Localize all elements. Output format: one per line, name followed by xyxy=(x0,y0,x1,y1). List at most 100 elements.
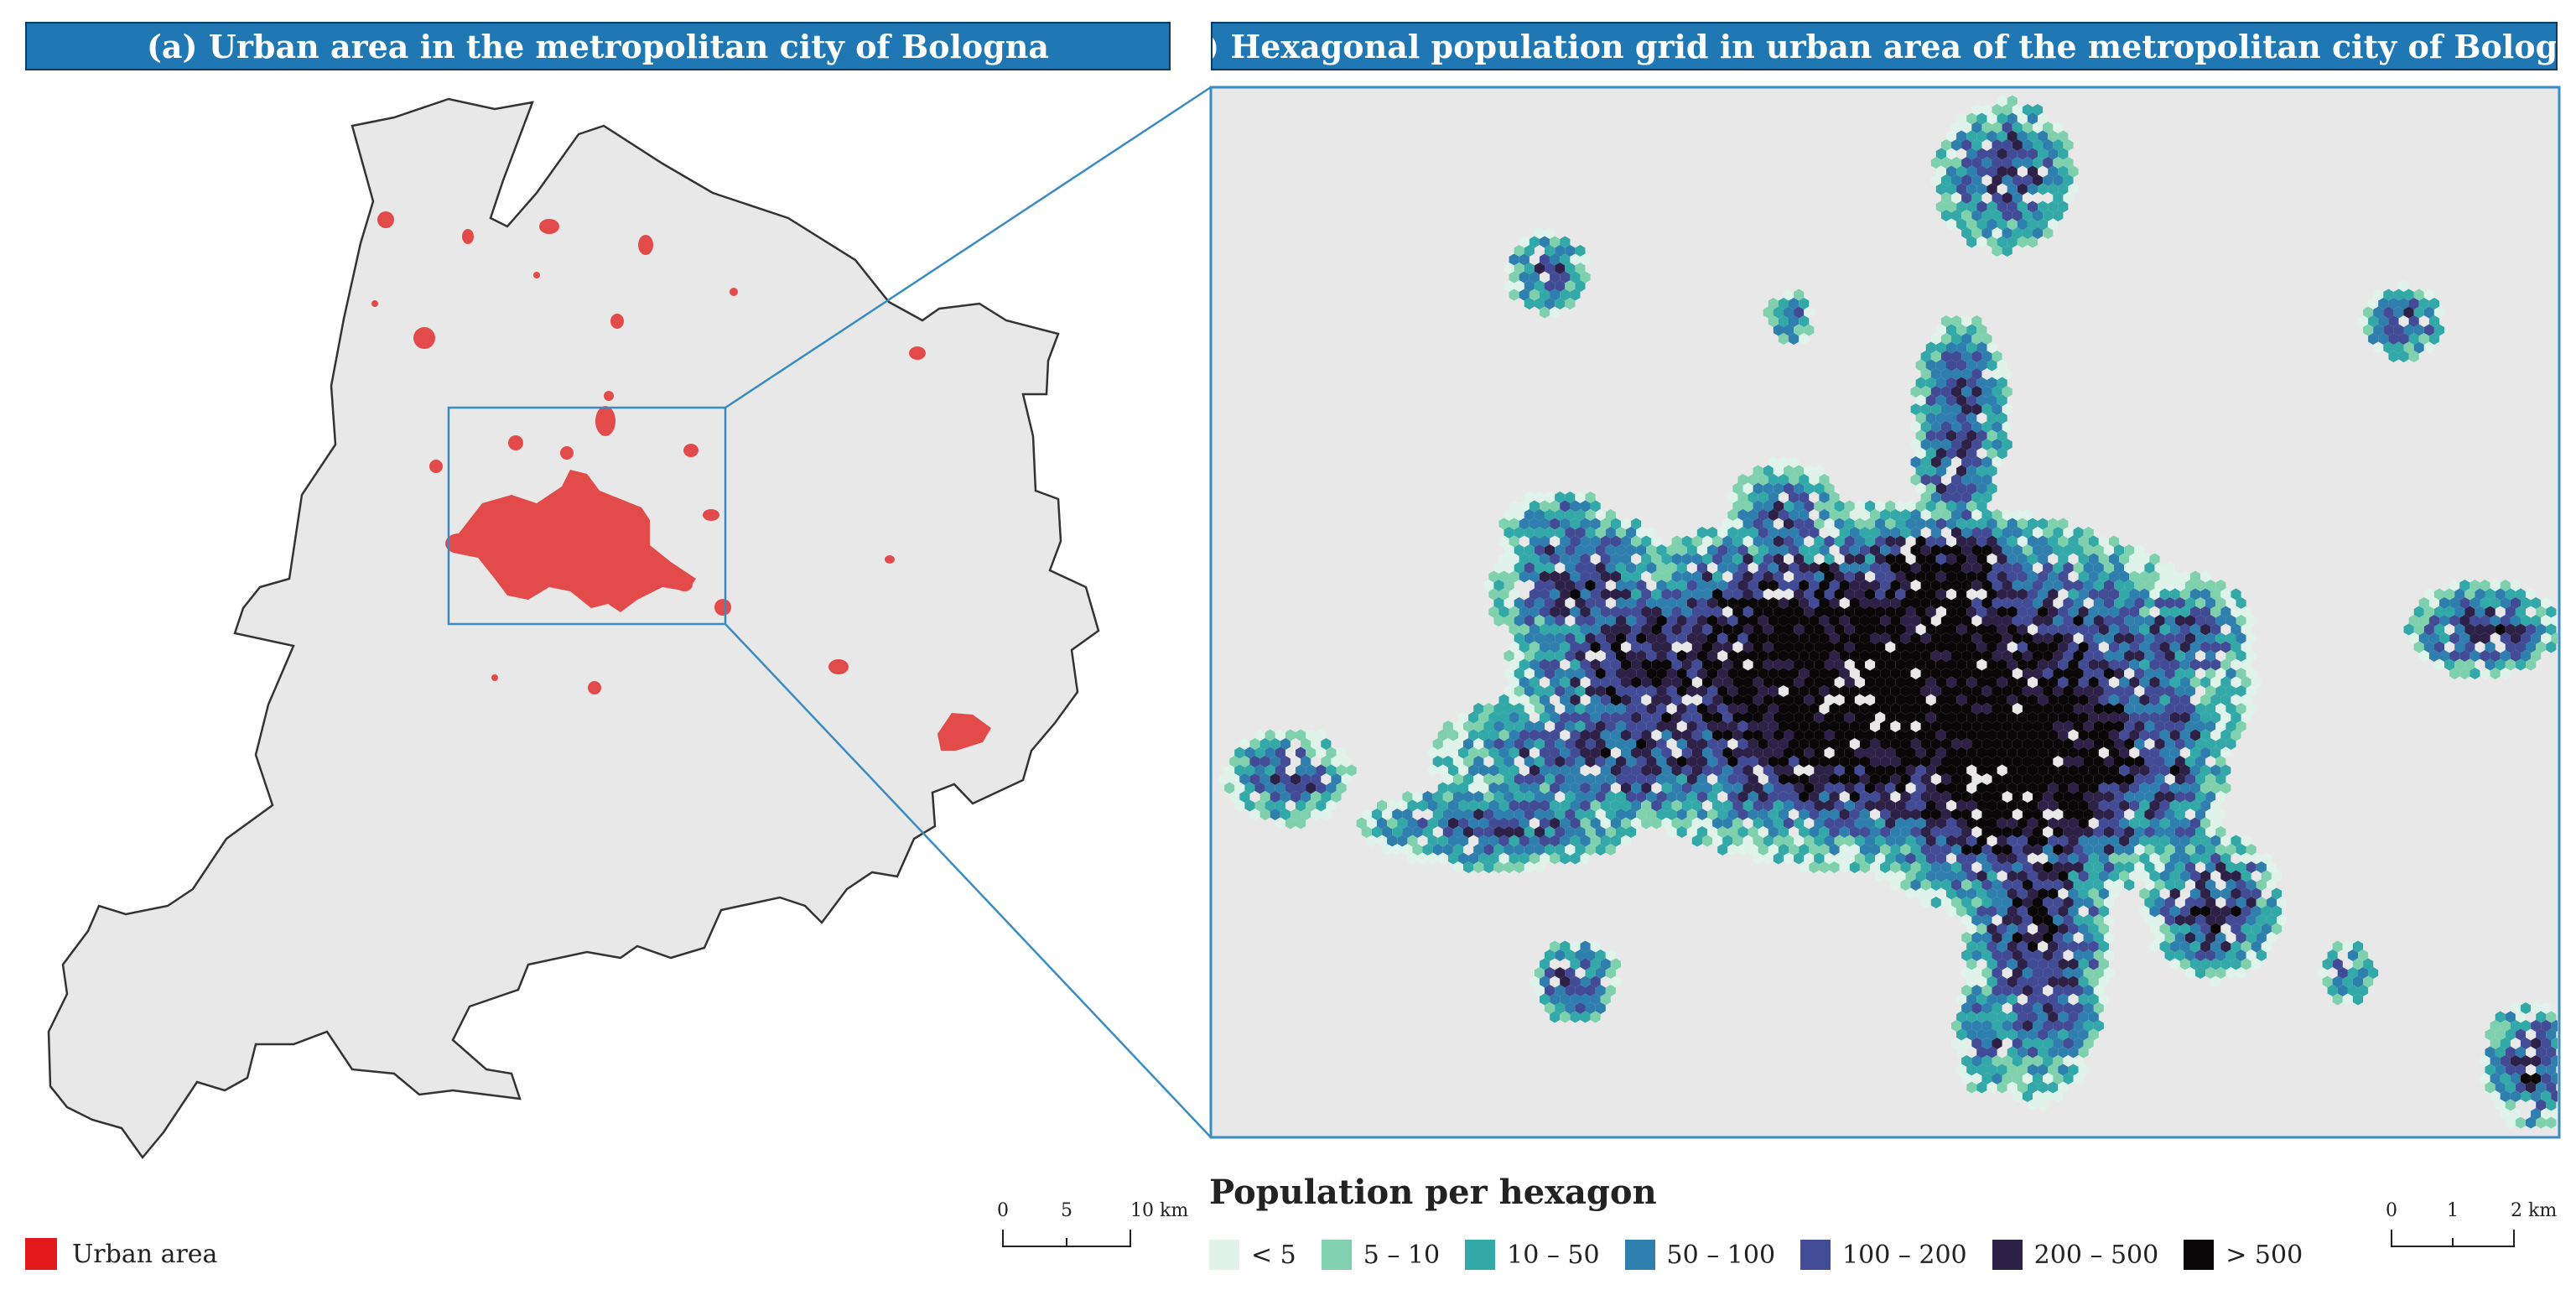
hexagon-cell xyxy=(1920,580,1931,591)
hexagon-cell xyxy=(2068,623,2079,636)
hexagon-cell xyxy=(1768,544,1779,556)
hexagon-cell xyxy=(2043,1002,2054,1014)
hexagon-cell xyxy=(2027,835,2038,847)
hexagon-cell xyxy=(1799,562,1810,574)
hexagon-cell xyxy=(2038,112,2049,125)
hexagon-cell xyxy=(1595,949,1606,961)
hexagon-cell xyxy=(1555,738,1566,750)
hexagon-cell xyxy=(1799,509,1810,521)
hexagon-cell xyxy=(2480,1055,2490,1067)
hexagon-cell xyxy=(2189,905,2201,918)
hexagon-cell xyxy=(1686,597,1697,609)
hexagon-cell xyxy=(1915,482,1926,495)
hexagon-cell xyxy=(1656,580,1667,591)
hexagon-cell xyxy=(1935,711,1946,724)
hexagon-cell xyxy=(1534,826,1545,838)
hexagon-cell xyxy=(1702,606,1713,618)
hexagon-cell xyxy=(1727,703,1738,715)
hexagon-cell xyxy=(1580,729,1591,741)
hexagon-cell xyxy=(1935,377,1946,389)
hexagon-cell xyxy=(1804,518,1815,530)
hexagon-cell xyxy=(1605,685,1616,697)
hexagon-cell xyxy=(1732,658,1743,671)
hexagon-cell xyxy=(1880,809,1891,820)
hexagon-cell xyxy=(1849,615,1860,627)
hexagon-cell xyxy=(1585,509,1596,521)
hexagon-cell xyxy=(2114,650,2125,662)
hexagon-cell xyxy=(1814,817,1825,830)
hexagon-cell xyxy=(1493,720,1504,732)
hexagon-cell xyxy=(1981,1038,1992,1049)
hexagon-cell xyxy=(2124,580,2135,591)
hexagon-cell xyxy=(2053,1002,2064,1014)
hexagon-cell xyxy=(1442,809,1453,820)
hexagon-cell xyxy=(1997,1011,2007,1023)
hexagon-cell xyxy=(2521,1002,2532,1014)
hexagon-cell xyxy=(2449,580,2460,591)
hexagon-cell xyxy=(1930,439,1941,450)
hexagon-cell xyxy=(2103,773,2114,785)
hexagon-cell xyxy=(2083,738,2094,750)
hexagon-cell xyxy=(1748,615,1758,627)
hexagon-cell xyxy=(1778,809,1789,820)
hexagon-cell xyxy=(2048,676,2059,689)
hexagon-cell xyxy=(1966,218,1977,231)
hexagon-cell xyxy=(1407,835,1418,847)
hexagon-cell xyxy=(1651,799,1662,812)
hexagon-cell xyxy=(1595,597,1606,609)
hexagon-cell xyxy=(1575,509,1586,521)
hexagon-cell xyxy=(1992,791,2002,803)
hexagon-cell xyxy=(1829,580,1840,591)
hexagon-cell xyxy=(2093,809,2104,820)
hexagon-cell xyxy=(2083,844,2094,856)
hexagon-cell xyxy=(2428,298,2439,309)
hexagon-cell xyxy=(2205,914,2216,926)
hexagon-cell xyxy=(2058,606,2069,618)
hexagon-cell xyxy=(2363,306,2374,319)
hexagon-cell xyxy=(1784,324,1794,336)
hexagon-cell xyxy=(2495,588,2506,601)
hexagon-cell xyxy=(2038,130,2049,143)
hexagon-cell xyxy=(2174,809,2185,820)
hexagon-cell xyxy=(1854,817,1865,830)
hexagon-cell xyxy=(1610,606,1621,618)
hexagon-cell xyxy=(1575,703,1586,715)
hexagon-cell xyxy=(2038,887,2049,900)
hexagon-cell xyxy=(1275,729,1285,741)
hexagon-cell xyxy=(2007,764,2018,777)
hexagon-cell xyxy=(1555,985,1566,996)
hexagon-cell xyxy=(1737,791,1748,803)
hexagon-cell xyxy=(1865,746,1876,759)
hexagon-cell xyxy=(1865,606,1876,618)
hexagon-cell xyxy=(1789,650,1800,662)
hexagon-cell xyxy=(2184,650,2195,662)
hexagon-cell xyxy=(1696,685,1707,697)
hexagon-cell xyxy=(1880,756,1891,767)
hexagon-cell xyxy=(1641,676,1652,689)
hexagon-cell xyxy=(2063,791,2074,803)
hexagon-cell xyxy=(1956,553,1967,565)
hexagon-cell xyxy=(1590,623,1601,636)
hexagon-cell xyxy=(1570,1011,1581,1023)
hexagon-cell xyxy=(1636,580,1647,591)
hexagon-cell xyxy=(1565,527,1576,538)
hexagon-cell xyxy=(1545,738,1555,750)
hexagon-cell xyxy=(1575,720,1586,732)
hexagon-cell xyxy=(2444,658,2455,671)
hexagon-cell xyxy=(1702,711,1713,724)
hexagon-cell xyxy=(1570,940,1581,953)
hexagon-cell xyxy=(2048,183,2059,195)
hexagon-cell xyxy=(1890,685,1901,697)
hexagon-cell xyxy=(1920,879,1931,891)
hexagon-cell xyxy=(1971,949,1982,961)
hexagon-cell xyxy=(2139,553,2150,565)
hexagon-cell xyxy=(1966,923,1977,935)
hexagon-cell xyxy=(2053,580,2064,591)
hexagon-cell xyxy=(1742,535,1753,548)
hexagon-cell xyxy=(1971,1002,1982,1014)
hexagon-cell xyxy=(1605,985,1616,996)
hexagon-cell xyxy=(2043,756,2054,767)
hexagon-cell xyxy=(2012,227,2023,239)
hexagon-cell xyxy=(2078,694,2089,706)
hexagon-cell xyxy=(1550,271,1561,283)
